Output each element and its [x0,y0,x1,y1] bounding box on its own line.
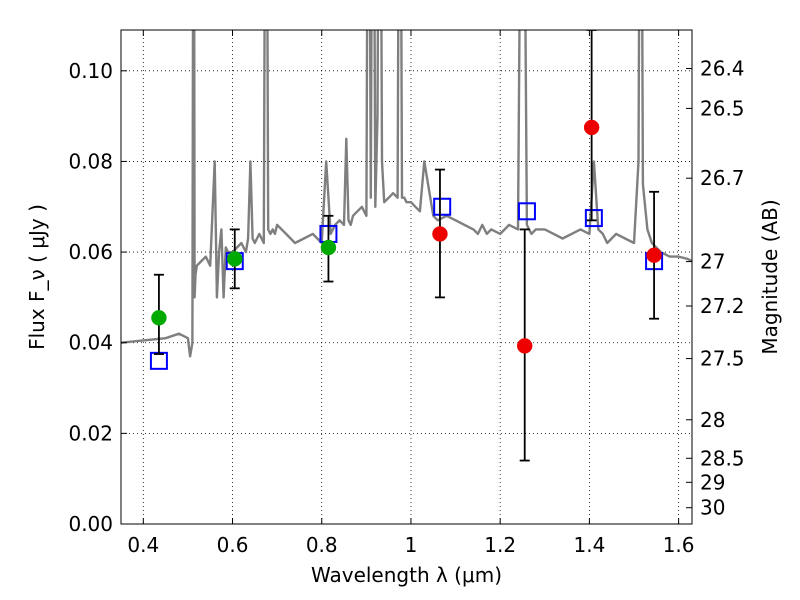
x-tick-label: 1.4 [573,533,605,557]
right-tick-label: 28 [700,408,725,432]
y-tick-label: 0.10 [68,59,113,83]
model-square-marker [433,197,452,216]
photometry-point [151,310,167,326]
x-axis-label: Wavelength λ (μm) [311,563,502,587]
y-axis-label: Flux F_ν ( μJy ) [25,204,49,350]
model-square-marker [584,209,603,228]
model-square-marker [149,351,168,370]
photometry-point [227,251,243,267]
right-tick-label: 30 [700,496,725,520]
right-tick-label: 27.2 [700,294,745,318]
photometry-point [516,338,533,354]
y-tick-label: 0.06 [68,240,113,264]
right-tick-label: 27.5 [700,347,745,371]
x-tick-label: 1 [405,533,418,557]
ticks: 0.4 0.6 0.8 1 1.2 1.4 1.6 0.00 0.02 0.04 0.06 0.08 0… [68,30,745,557]
model-square-marker [517,202,536,221]
right-tick-label: 26.4 [700,57,745,81]
photometry-point [432,226,448,242]
photometry-point [646,247,662,263]
photometry-point [320,239,337,256]
right-tick-label: 26.7 [700,166,745,190]
plot-frame [120,29,693,525]
grid [121,30,692,525]
right-tick-label: 29 [700,470,725,494]
photometry-point [583,119,600,136]
y-tick-label: 0.08 [68,149,113,173]
x-tick-label: 1.6 [663,533,695,557]
y-tick-label: 0.04 [68,331,113,355]
spectrum-line [121,30,692,358]
y-tick-label: 0.02 [68,421,113,445]
x-tick-label: 1.2 [484,533,516,557]
spectrum-series [121,30,692,358]
right-tick-label: 26.5 [700,96,745,120]
right-y-axis-label: Magnitude (AB) [758,199,782,354]
x-tick-label: 0.4 [127,533,159,557]
right-tick-label: 27 [700,250,725,274]
x-tick-label: 0.8 [306,533,338,557]
x-tick-label: 0.6 [217,533,249,557]
right-tick-label: 28.5 [700,446,745,470]
photometry-points [149,30,664,462]
y-tick-label: 0.00 [68,512,113,536]
